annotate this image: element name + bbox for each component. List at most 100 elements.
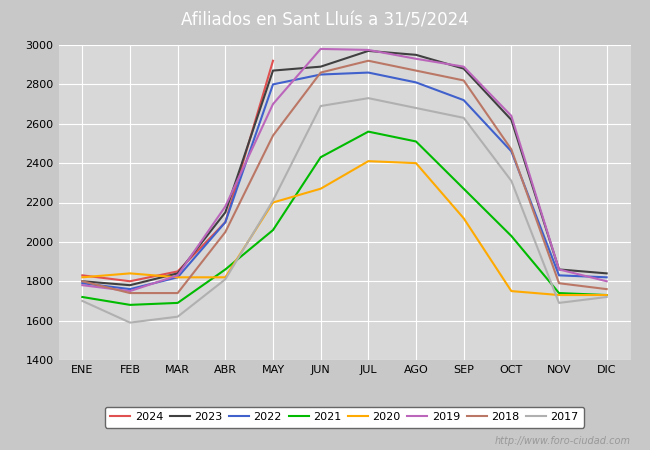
2022 [126,287,134,292]
2023 [174,270,181,276]
2023 [508,117,515,122]
Line: 2018: 2018 [83,61,606,293]
2018 [269,133,277,138]
Line: 2020: 2020 [83,161,606,295]
2017 [460,115,467,121]
2024 [222,220,229,225]
2021 [126,302,134,308]
Line: 2022: 2022 [83,72,606,289]
Line: 2017: 2017 [83,98,606,323]
2022 [365,70,372,75]
2017 [555,300,563,306]
2021 [269,227,277,233]
2021 [222,267,229,272]
2018 [222,230,229,235]
2022 [555,273,563,278]
Line: 2024: 2024 [83,61,273,281]
Text: http://www.foro-ciudad.com: http://www.foro-ciudad.com [495,436,630,446]
2017 [79,298,86,304]
2021 [555,290,563,296]
2018 [412,68,420,73]
2022 [174,274,181,280]
2024 [126,279,134,284]
2020 [79,274,86,280]
2022 [412,80,420,85]
2019 [508,113,515,119]
2019 [603,279,610,284]
2017 [222,277,229,282]
2022 [508,148,515,154]
2018 [317,70,324,75]
2017 [508,178,515,184]
2017 [126,320,134,325]
2024 [79,273,86,278]
2021 [79,294,86,300]
2019 [317,46,324,52]
2021 [365,129,372,135]
2018 [126,290,134,296]
2019 [222,204,229,209]
2017 [365,95,372,101]
2022 [222,220,229,225]
2020 [269,200,277,205]
2023 [460,66,467,72]
2017 [174,314,181,319]
2023 [79,279,86,284]
2023 [555,267,563,272]
2020 [222,274,229,280]
2018 [460,78,467,83]
2019 [174,273,181,278]
Line: 2019: 2019 [83,49,606,291]
2019 [555,267,563,272]
Legend: 2024, 2023, 2022, 2021, 2020, 2019, 2018, 2017: 2024, 2023, 2022, 2021, 2020, 2019, 2018… [105,406,584,428]
2020 [365,158,372,164]
2019 [412,56,420,62]
2024 [269,58,277,63]
2019 [79,283,86,288]
2020 [174,274,181,280]
2020 [412,161,420,166]
2023 [222,210,229,215]
2021 [412,139,420,144]
2021 [508,233,515,238]
2017 [412,105,420,111]
2017 [603,294,610,300]
2023 [365,48,372,54]
2017 [317,104,324,109]
2022 [603,274,610,280]
2021 [460,186,467,191]
2022 [269,82,277,87]
2021 [317,154,324,160]
2020 [317,186,324,191]
2020 [555,292,563,298]
2022 [79,280,86,286]
2018 [365,58,372,63]
2023 [603,270,610,276]
2020 [126,270,134,276]
2020 [508,288,515,294]
2023 [269,68,277,73]
2019 [126,288,134,294]
2018 [603,287,610,292]
2018 [508,147,515,152]
2019 [269,101,277,107]
2020 [460,216,467,221]
2023 [317,64,324,69]
2018 [79,279,86,284]
2023 [412,52,420,58]
2022 [317,72,324,77]
2024 [174,269,181,274]
2021 [174,300,181,306]
2018 [555,280,563,286]
2020 [603,292,610,298]
Text: Afiliados en Sant Lluís a 31/5/2024: Afiliados en Sant Lluís a 31/5/2024 [181,11,469,29]
2019 [460,64,467,69]
2018 [174,290,181,296]
2019 [365,47,372,53]
Line: 2021: 2021 [83,132,606,305]
2017 [269,198,277,203]
2023 [126,283,134,288]
2021 [603,292,610,298]
Line: 2023: 2023 [83,51,606,285]
2022 [460,98,467,103]
